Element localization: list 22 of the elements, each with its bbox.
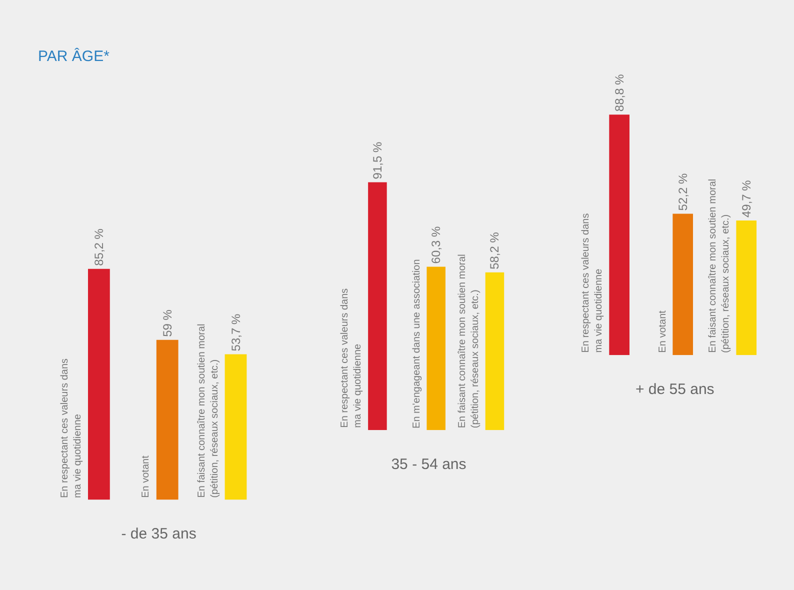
x-axis-title: 35 - 54 ans	[391, 456, 466, 474]
x-axis-title: - de 35 ans	[121, 526, 196, 543]
data-label: 85,2 %	[92, 228, 106, 266]
category-label: En votant	[657, 310, 668, 353]
category-label: En faisant connaître mon soutien moral (pétition, réseaux sociaux, etc.)	[456, 254, 481, 428]
category-label: En faisant connaître mon soutien moral (pétition, réseaux sociaux, etc.)	[196, 324, 220, 498]
x-axis-title: + de 55 ans	[635, 381, 714, 398]
data-label: 53,7 %	[228, 314, 243, 352]
category-label: En votant	[140, 456, 152, 498]
data-label: 59 %	[160, 309, 174, 337]
category-label: En respectant ces valeurs dans ma vie quotidienne	[340, 288, 364, 428]
data-label: 49,7 %	[739, 180, 754, 218]
data-label: 52,2 %	[676, 173, 690, 211]
category-label: En respectant ces valeurs dans ma vie quotidienne	[60, 358, 84, 498]
data-label: 58,2 %	[488, 232, 502, 270]
chart-title: PAR ÂGE*	[38, 47, 110, 65]
data-label: 88,8 %	[612, 74, 626, 112]
data-label: 60,3 %	[429, 226, 444, 264]
category-label: En faisant connaître mon soutien moral (pétition, réseaux sociaux, etc.)	[707, 178, 732, 353]
category-label: En m'engageant dans une association	[411, 259, 422, 428]
category-label: En respectant ces valeurs dans ma vie quotidienne	[580, 213, 604, 353]
data-label: 91,5 %	[370, 142, 384, 180]
